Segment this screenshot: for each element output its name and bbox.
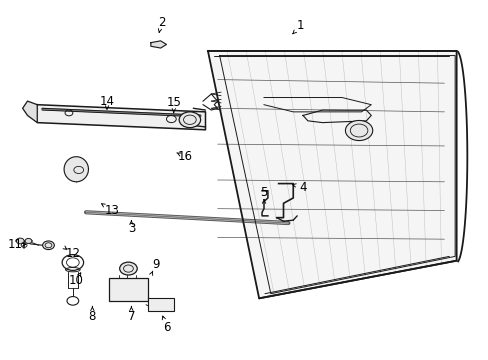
Circle shape <box>345 121 372 140</box>
Circle shape <box>67 297 79 305</box>
Circle shape <box>179 112 200 128</box>
Polygon shape <box>151 41 166 48</box>
Text: 16: 16 <box>177 150 192 163</box>
Text: 14: 14 <box>99 95 114 108</box>
Text: 12: 12 <box>65 247 80 260</box>
Polygon shape <box>37 105 205 130</box>
Text: 7: 7 <box>127 310 135 323</box>
Polygon shape <box>207 51 456 298</box>
Text: 11: 11 <box>8 238 23 251</box>
Circle shape <box>42 241 54 249</box>
Text: 4: 4 <box>299 181 306 194</box>
Polygon shape <box>22 101 37 123</box>
Text: 8: 8 <box>88 310 96 323</box>
Text: 10: 10 <box>69 274 83 287</box>
Text: 9: 9 <box>152 258 159 271</box>
Text: 5: 5 <box>260 186 267 199</box>
Text: 3: 3 <box>127 222 135 235</box>
Circle shape <box>16 238 24 244</box>
Polygon shape <box>64 157 88 182</box>
Circle shape <box>25 238 32 243</box>
Text: 2: 2 <box>158 16 165 29</box>
Text: 15: 15 <box>166 96 181 109</box>
Text: 6: 6 <box>163 320 170 333</box>
Text: 13: 13 <box>104 204 119 217</box>
FancyBboxPatch shape <box>148 298 173 311</box>
Text: 1: 1 <box>296 19 304 32</box>
FancyBboxPatch shape <box>109 278 148 301</box>
Circle shape <box>120 262 137 275</box>
